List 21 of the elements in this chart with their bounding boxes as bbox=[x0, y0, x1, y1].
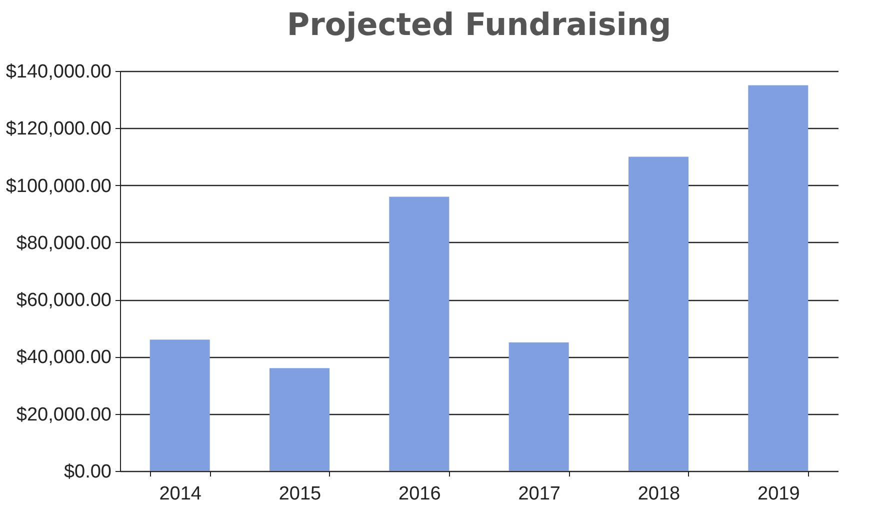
y-tick-label: $60,000.00 bbox=[16, 290, 112, 312]
x-tick-label: 2016 bbox=[398, 484, 441, 504]
y-tick-label: $120,000.00 bbox=[6, 118, 112, 140]
bar bbox=[748, 85, 808, 471]
chart-title: Projected Fundraising bbox=[286, 7, 672, 43]
bar bbox=[150, 340, 210, 471]
bar bbox=[508, 342, 569, 471]
y-tick-label: $20,000.00 bbox=[16, 404, 112, 426]
bar bbox=[270, 368, 330, 471]
bar bbox=[628, 156, 688, 471]
bar bbox=[389, 196, 450, 471]
x-tick-label: 2019 bbox=[758, 484, 800, 504]
y-tick-label: $0.00 bbox=[64, 462, 112, 482]
x-tick-label: 2018 bbox=[638, 484, 680, 504]
x-tick-label: 2015 bbox=[278, 484, 322, 504]
y-tick-label: $140,000.00 bbox=[6, 62, 112, 82]
x-tick-label: 2017 bbox=[518, 484, 560, 504]
y-tick-label: $100,000.00 bbox=[6, 176, 112, 197]
y-tick-label: $80,000.00 bbox=[16, 232, 112, 254]
y-tick-label: $40,000.00 bbox=[16, 347, 112, 368]
x-tick-label: 2014 bbox=[159, 484, 202, 504]
